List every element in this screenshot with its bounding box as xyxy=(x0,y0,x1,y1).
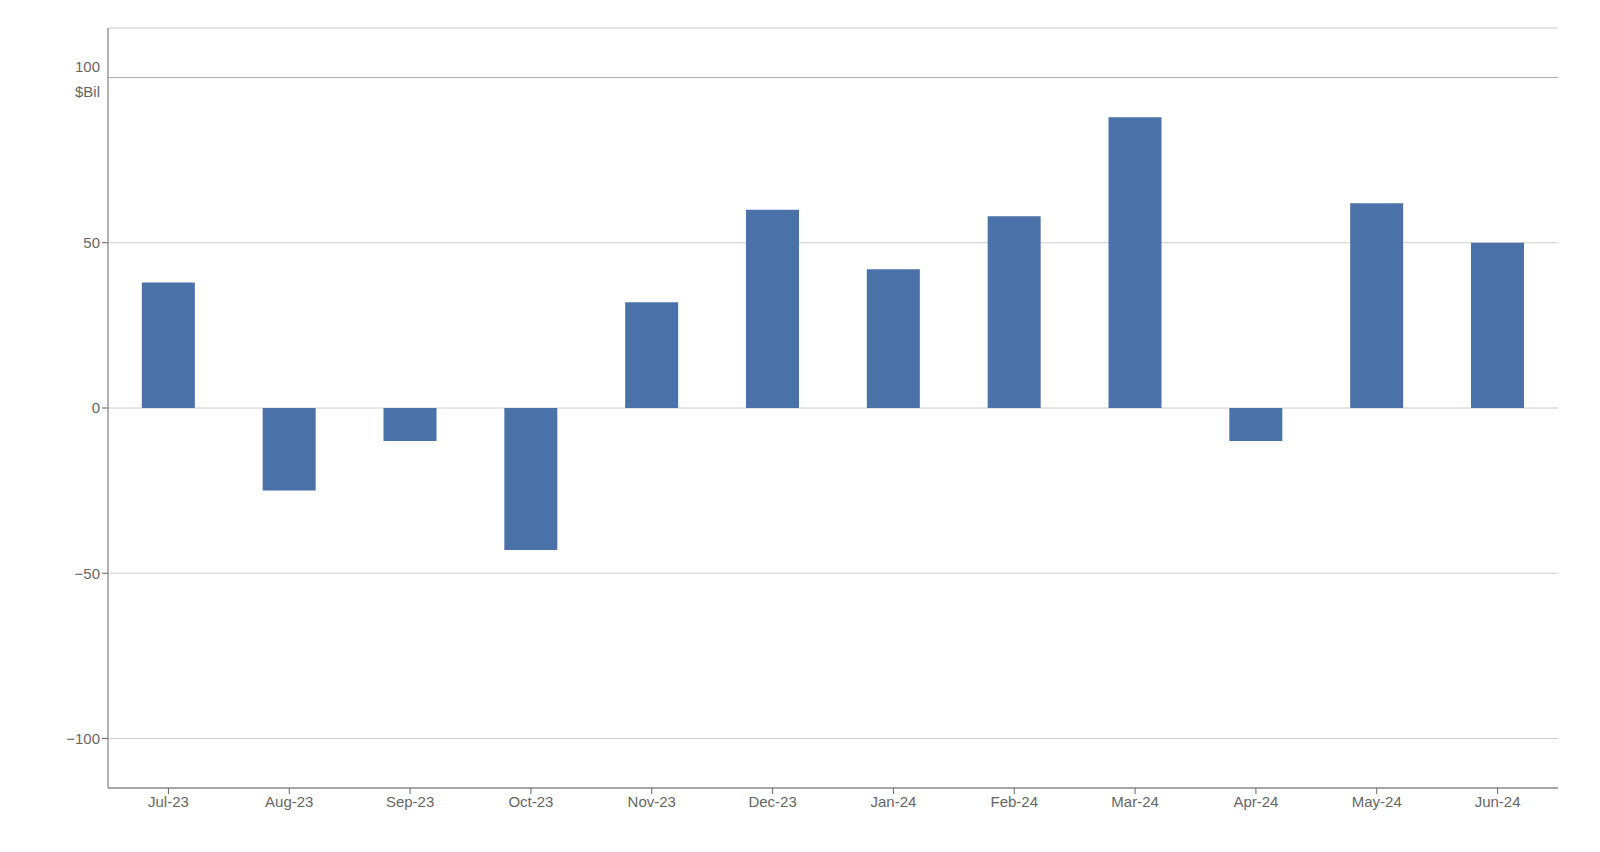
svg-text:May-24: May-24 xyxy=(1352,793,1402,810)
svg-text:Sep-23: Sep-23 xyxy=(386,793,434,810)
svg-text:Dec-23: Dec-23 xyxy=(748,793,796,810)
svg-text:−100: −100 xyxy=(66,730,100,747)
svg-text:Jan-24: Jan-24 xyxy=(870,793,916,810)
svg-text:Jun-24: Jun-24 xyxy=(1475,793,1521,810)
svg-text:Mar-24: Mar-24 xyxy=(1111,793,1159,810)
svg-text:Nov-23: Nov-23 xyxy=(628,793,676,810)
svg-text:0: 0 xyxy=(92,399,100,416)
svg-text:50: 50 xyxy=(83,234,100,251)
svg-text:Oct-23: Oct-23 xyxy=(508,793,553,810)
svg-text:Feb-24: Feb-24 xyxy=(990,793,1038,810)
svg-text:−50: −50 xyxy=(75,565,100,582)
svg-text:100: 100 xyxy=(75,58,100,75)
svg-text:Jul-23: Jul-23 xyxy=(148,793,189,810)
svg-text:$Bil: $Bil xyxy=(75,83,100,100)
svg-text:Apr-24: Apr-24 xyxy=(1233,793,1278,810)
svg-text:Aug-23: Aug-23 xyxy=(265,793,313,810)
